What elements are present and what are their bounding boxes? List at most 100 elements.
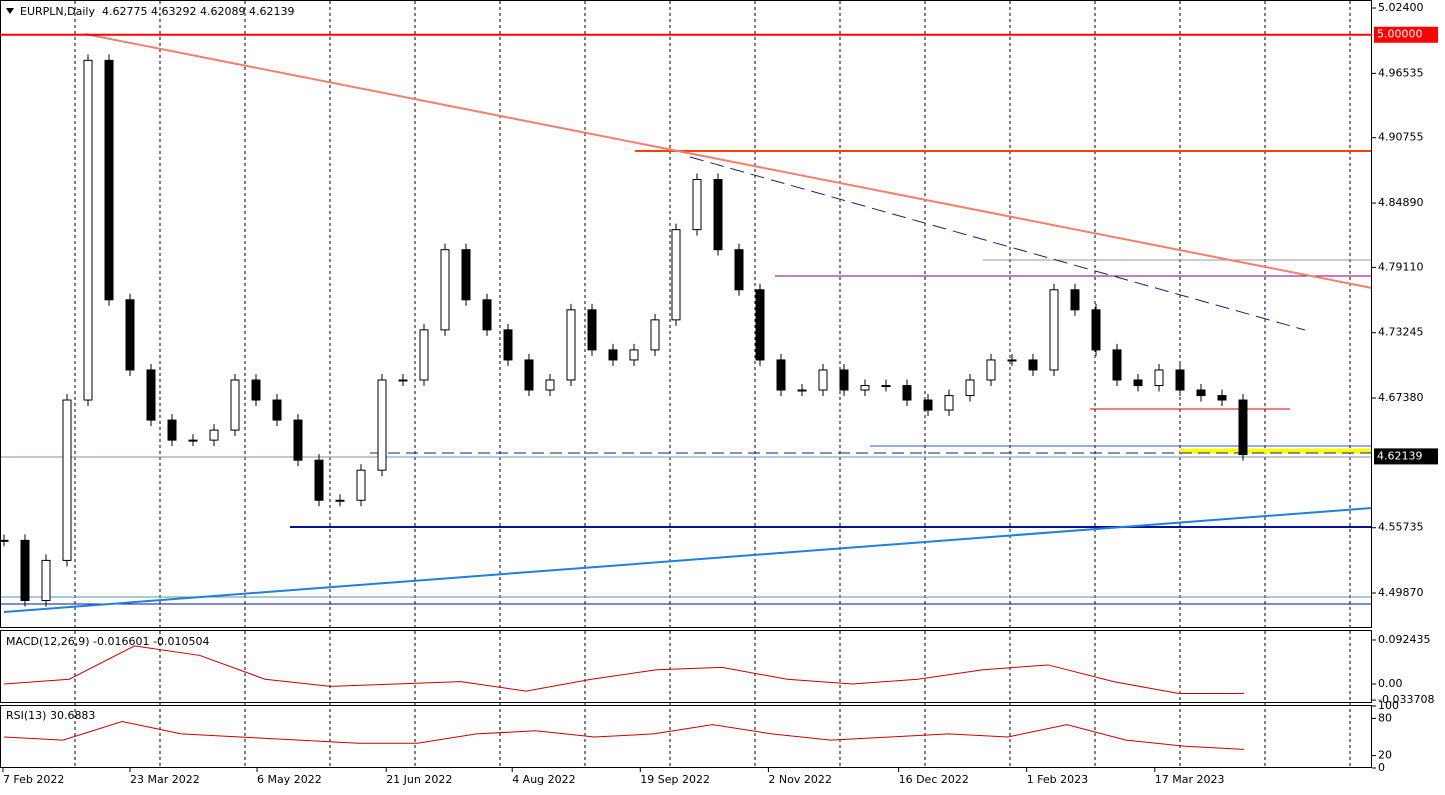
y-tick-label: 0 — [1378, 761, 1385, 774]
trend-line — [84, 33, 1373, 289]
candle — [776, 359, 786, 391]
candle — [797, 389, 807, 392]
y-tick-label: 5.02400 — [1378, 1, 1424, 14]
y-tick-label: 0.00 — [1378, 677, 1403, 690]
macd-pane — [0, 630, 1372, 703]
y-tick-label: 4.96535 — [1378, 66, 1424, 79]
candle — [398, 379, 408, 382]
candle — [608, 349, 618, 361]
macd-title: MACD(12,26,9) -0.016601 -0.010504 — [6, 635, 209, 648]
price-marker — [1374, 26, 1438, 43]
candle — [1049, 289, 1059, 371]
x-tick-label: 7 Feb 2022 — [3, 773, 64, 786]
main-pane — [0, 0, 1372, 628]
candle — [1133, 379, 1143, 387]
candle — [944, 395, 954, 411]
candle — [923, 399, 933, 411]
y-tick-label: 4.55735 — [1378, 521, 1424, 534]
candle — [188, 439, 198, 442]
candle — [713, 179, 723, 251]
candle — [1175, 369, 1185, 391]
candle — [272, 399, 282, 421]
y-tick-label: 80 — [1378, 711, 1392, 724]
candle — [20, 539, 30, 601]
candle — [734, 249, 744, 291]
y-tick-label: 4.79110 — [1378, 260, 1424, 273]
trend-line — [689, 156, 1306, 331]
indicator-line — [3, 645, 1244, 695]
candle — [1007, 359, 1017, 362]
candle — [1028, 359, 1038, 371]
candle — [1112, 349, 1122, 381]
candle — [881, 385, 891, 388]
candle — [230, 379, 240, 431]
y-tick-label: 4.67380 — [1378, 391, 1424, 404]
x-tick-label: 4 Aug 2022 — [512, 773, 575, 786]
candle — [692, 179, 702, 231]
x-tick-label: 1 Feb 2023 — [1027, 773, 1088, 786]
candle — [377, 379, 387, 471]
y-tick-label: 4.90755 — [1378, 131, 1424, 144]
candle — [104, 59, 114, 301]
candle — [209, 429, 219, 441]
y-tick-label: 4.73245 — [1378, 326, 1424, 339]
price-marker-label: 4.62139 — [1377, 449, 1423, 462]
x-tick-label: 21 Jun 2022 — [386, 773, 452, 786]
candle — [839, 369, 849, 391]
candle — [0, 539, 9, 542]
x-tick-label: 2 Nov 2022 — [768, 773, 831, 786]
candle — [545, 379, 555, 391]
candle — [650, 319, 660, 351]
candle — [965, 379, 975, 397]
candle — [566, 309, 576, 381]
indicator-line — [3, 720, 1245, 750]
candle — [314, 459, 324, 501]
candle — [860, 385, 870, 391]
candle — [1154, 369, 1164, 387]
y-tick-label: 0.092435 — [1378, 633, 1431, 646]
rsi-pane — [0, 705, 1372, 768]
candle — [1091, 309, 1101, 351]
candle — [755, 289, 765, 361]
candle — [818, 369, 828, 391]
candle — [62, 399, 72, 561]
candle — [419, 329, 429, 381]
x-tick-label: 19 Sep 2022 — [640, 773, 710, 786]
y-tick-label: 20 — [1378, 749, 1392, 762]
candle — [335, 499, 345, 502]
candle — [1070, 289, 1080, 311]
candle — [1196, 389, 1206, 397]
candle — [482, 299, 492, 331]
candle — [41, 559, 51, 601]
candle — [629, 349, 639, 361]
rsi-title: RSI(13) 30.6883 — [6, 709, 95, 722]
candle — [83, 59, 93, 401]
candle — [671, 229, 681, 321]
candle — [902, 385, 912, 401]
candle — [1217, 395, 1227, 401]
candle — [986, 359, 996, 381]
candle — [356, 469, 366, 501]
x-tick-label: 23 Mar 2022 — [130, 773, 200, 786]
candle — [587, 309, 597, 351]
y-tick-label: 100 — [1378, 699, 1399, 712]
y-tick-label: -0.033708 — [1378, 693, 1434, 706]
candle — [125, 299, 135, 371]
grid — [74, 1, 1351, 768]
candle — [293, 419, 303, 461]
x-tick-label: 17 Mar 2023 — [1155, 773, 1225, 786]
x-tick-label: 6 May 2022 — [257, 773, 322, 786]
y-tick-label: 4.49870 — [1378, 586, 1424, 599]
collapse-icon[interactable] — [6, 8, 14, 14]
candle — [1238, 399, 1248, 456]
quote: 4.62775 4.63292 4.62089 4.62139 — [102, 5, 294, 18]
candle — [167, 419, 177, 441]
candle — [503, 329, 513, 361]
candle — [251, 379, 261, 401]
candle — [524, 359, 534, 391]
price-marker — [1374, 448, 1438, 465]
price-marker-label: 5.00000 — [1377, 28, 1423, 41]
candle — [440, 249, 450, 331]
